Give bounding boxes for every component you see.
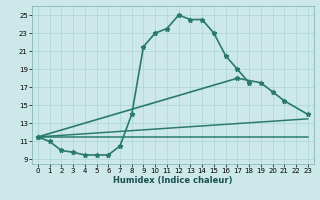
X-axis label: Humidex (Indice chaleur): Humidex (Indice chaleur) — [113, 176, 233, 185]
